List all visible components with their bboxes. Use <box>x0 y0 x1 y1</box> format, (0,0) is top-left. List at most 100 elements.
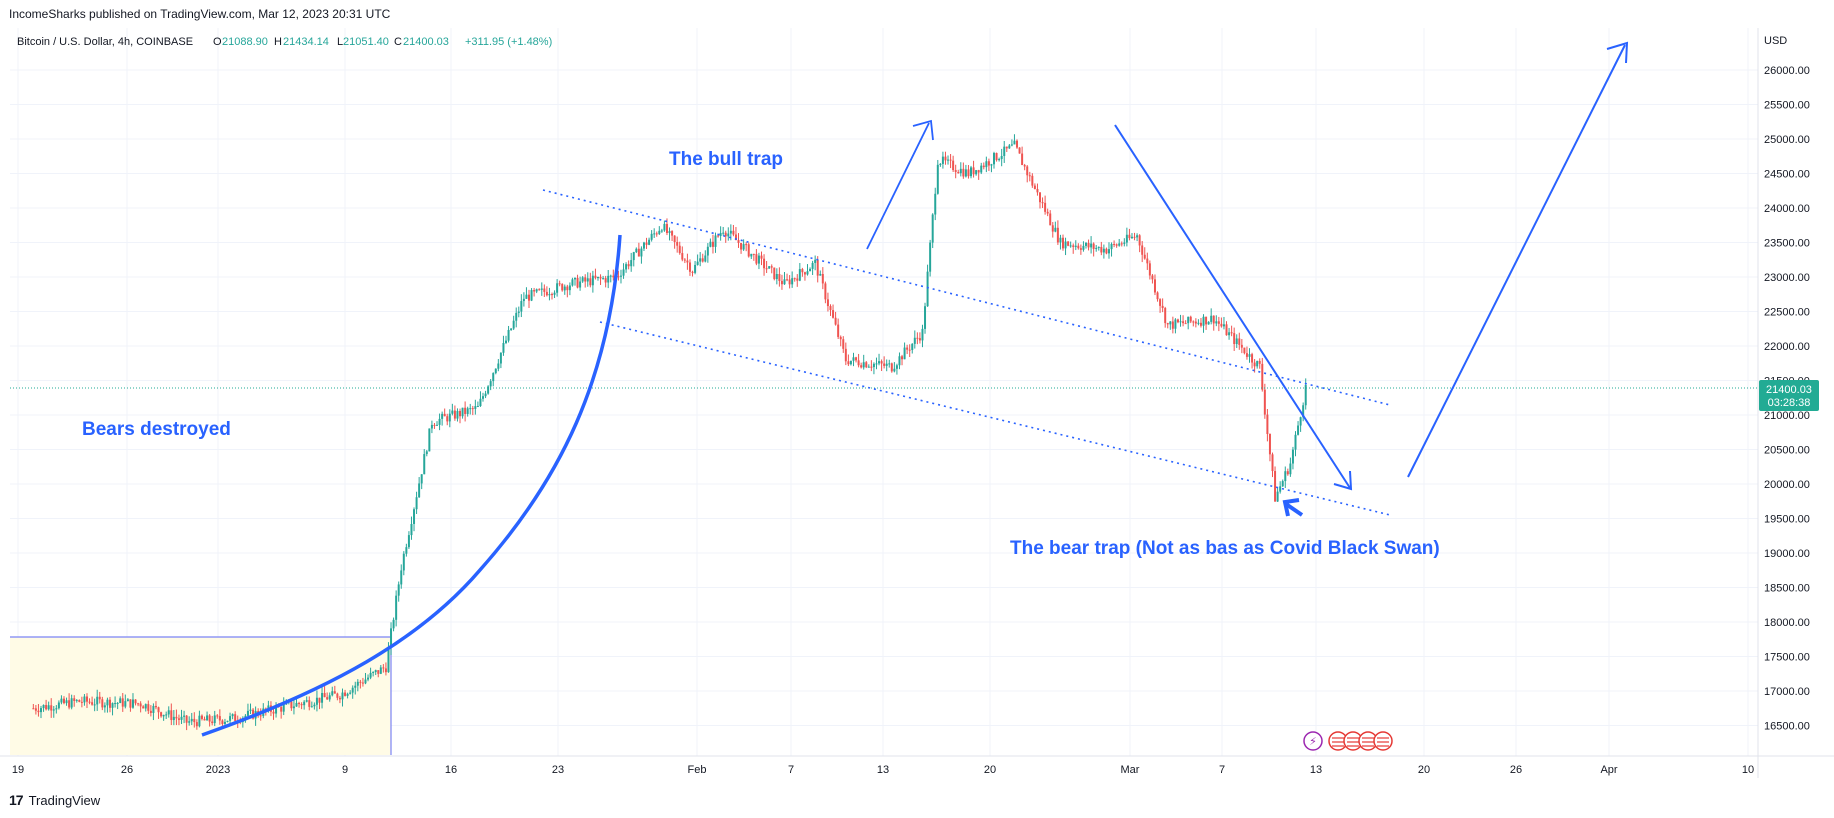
symbol-legend[interactable]: Bitcoin / U.S. Dollar, 4h, COINBASE O 21… <box>17 36 552 48</box>
price-axis-ticks: 16500.00 17000.00 17500.00 18000.00 18500.00… <box>1764 65 1810 733</box>
candle-body <box>747 244 750 257</box>
candle-body <box>1136 235 1139 238</box>
candle-body <box>826 299 829 307</box>
candle-body <box>1118 243 1121 246</box>
ohlc-high-label: H <box>274 36 282 48</box>
ohlc-change-value: +311.95 (+1.48%) <box>465 36 552 48</box>
candle-body <box>1128 234 1131 239</box>
flash-icon[interactable] <box>1303 731 1323 751</box>
candle-body <box>847 361 850 365</box>
arrow-down-trend <box>1114 124 1351 489</box>
candle-body <box>103 705 106 708</box>
candle-body <box>326 697 329 700</box>
candle-body <box>157 707 160 713</box>
candle-body <box>980 165 983 173</box>
candle-body <box>512 320 515 329</box>
candle-body <box>780 280 783 285</box>
candle-body <box>558 283 561 285</box>
arrow-up-target-head <box>1606 41 1629 64</box>
candle-body <box>596 276 599 279</box>
candle-body <box>617 276 620 278</box>
candle-body <box>793 278 796 280</box>
candle-body <box>1279 486 1282 492</box>
candle-body <box>172 716 175 721</box>
candle-body <box>954 170 957 173</box>
candle-body <box>975 170 978 175</box>
candle-body <box>1095 247 1098 249</box>
candle-body <box>990 164 993 166</box>
price-tick-label: 20500.00 <box>1764 445 1810 457</box>
candle-body <box>571 279 574 286</box>
candle-body <box>98 696 101 700</box>
annotation-bull-trap: The bull trap <box>669 149 783 170</box>
candle-body <box>824 283 827 300</box>
candle-body <box>791 278 794 285</box>
candle-body <box>108 699 111 708</box>
candle-body <box>530 290 533 301</box>
candle-body <box>895 365 898 369</box>
candle-body <box>706 246 709 256</box>
candle-body <box>356 681 359 686</box>
ohlc-open-value: 21088.90 <box>222 36 268 48</box>
candle-body <box>1046 211 1049 214</box>
candle-body <box>346 693 349 696</box>
candle-body <box>96 696 99 705</box>
candle-body <box>972 167 975 175</box>
candle-body <box>977 170 980 173</box>
candle-body <box>729 230 732 234</box>
ohlc-low-value: 21051.40 <box>343 36 389 48</box>
candle-body <box>80 701 83 703</box>
candle-body <box>1130 236 1133 239</box>
candle-body <box>783 279 786 285</box>
candle-body <box>1299 417 1302 426</box>
candle-body <box>34 708 37 711</box>
candle-body <box>57 702 60 709</box>
candle-body <box>676 242 679 246</box>
plot-area[interactable] <box>10 28 1758 756</box>
candle-body <box>423 454 426 475</box>
candle-body <box>369 672 372 678</box>
candle-body <box>870 366 873 368</box>
time-tick-label: 13 <box>877 764 889 776</box>
price-tick-label: 23500.00 <box>1764 238 1810 250</box>
candle-body <box>860 365 863 368</box>
candle-body <box>275 706 278 714</box>
parabolic-curve <box>201 234 622 737</box>
candle-body <box>962 168 965 177</box>
candle-body <box>959 168 962 174</box>
candle-body <box>627 264 630 267</box>
candle-body <box>993 152 996 165</box>
candle-body <box>849 360 852 365</box>
candle-body <box>704 255 707 262</box>
candle-body <box>1212 315 1215 324</box>
candle-body <box>39 708 42 713</box>
candle-body <box>1197 322 1200 324</box>
candle-body <box>1302 405 1305 418</box>
candle-body <box>344 692 347 696</box>
candle-body <box>464 407 467 414</box>
candle-body <box>180 716 183 720</box>
candle-body <box>1274 471 1277 502</box>
candle-body <box>433 424 436 426</box>
candle-body <box>1215 321 1218 324</box>
candle-body <box>1049 213 1052 226</box>
candle-body <box>573 277 576 280</box>
candle-body <box>469 408 472 410</box>
candle-body <box>816 259 819 276</box>
candle-body <box>318 697 321 703</box>
candle-body <box>711 241 714 247</box>
candle-body <box>111 703 114 708</box>
event-icons[interactable]: ⚡ <box>1303 731 1393 751</box>
candle-body <box>418 483 421 498</box>
grid <box>10 28 1758 756</box>
candle-body <box>809 268 812 272</box>
candle-body <box>1261 363 1264 390</box>
footer[interactable]: 17 TradingView <box>9 792 100 808</box>
candle-body <box>545 291 548 296</box>
us-flag-icon[interactable] <box>1373 731 1393 751</box>
candle-body <box>770 266 773 268</box>
candle-body <box>734 234 737 241</box>
candle-body <box>1276 491 1279 502</box>
candle-body <box>842 339 845 349</box>
